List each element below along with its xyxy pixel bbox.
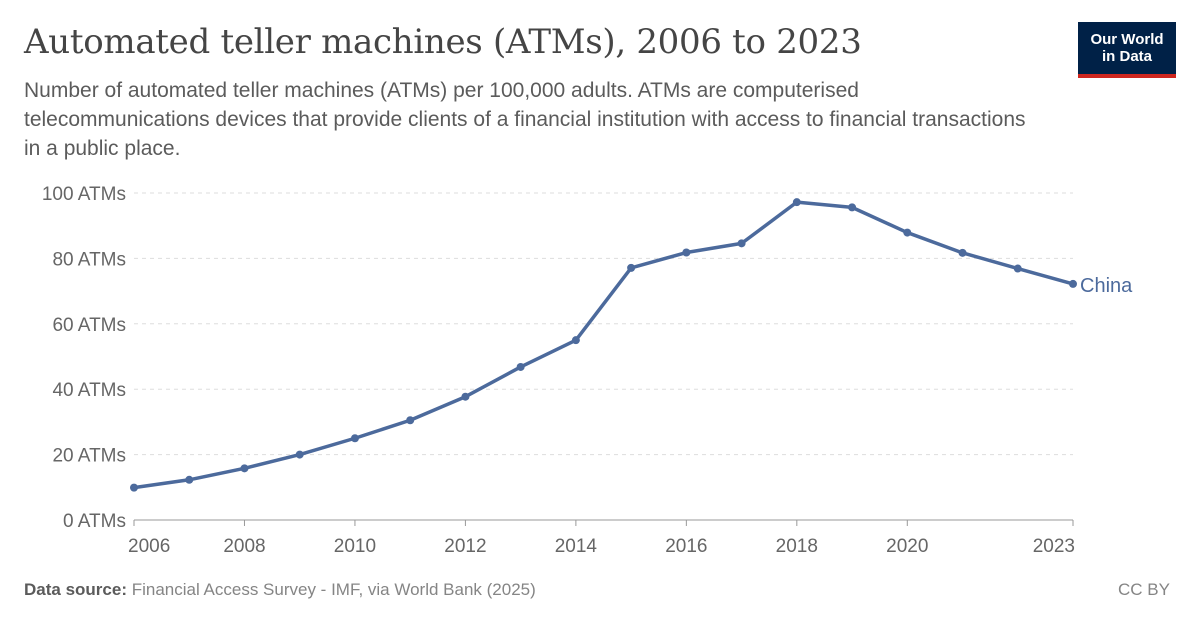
data-point[interactable]	[682, 248, 691, 257]
x-tick-label: 2018	[776, 536, 818, 557]
data-point[interactable]	[461, 392, 470, 401]
grid-lines	[134, 192, 1073, 456]
y-tick-label: 60 ATMs	[52, 315, 126, 336]
y-tick-label: 100 ATMs	[42, 184, 126, 205]
chart-subtitle: Number of automated teller machines (ATM…	[24, 79, 1026, 160]
series-line[interactable]	[132, 200, 1075, 490]
x-tick-label: 2008	[223, 536, 265, 557]
y-tick-label: 40 ATMs	[52, 380, 126, 401]
data-point[interactable]	[350, 434, 359, 443]
x-tick-label: 2012	[444, 536, 486, 557]
x-tick-label: 2020	[886, 536, 928, 557]
data-point[interactable]	[1013, 264, 1022, 273]
x-tick-label: 2016	[665, 536, 707, 557]
y-axis-tick-labels: 0 ATMs 20 ATMs 40 ATMs 60 ATMs 80 ATMs 100 AT…	[42, 184, 126, 532]
x-tick-label: 2006	[128, 536, 170, 557]
data-source: Data source: Financial Access Survey - I…	[24, 580, 536, 600]
data-point[interactable]	[130, 483, 138, 492]
series-label[interactable]: China	[1080, 275, 1133, 297]
license-link[interactable]: CC BY	[1118, 580, 1170, 599]
data-point[interactable]	[185, 475, 194, 484]
data-source-label: Data source:	[24, 580, 127, 599]
data-point[interactable]	[627, 263, 636, 272]
x-tick-label: 2023	[1033, 536, 1075, 557]
data-point[interactable]	[792, 198, 801, 207]
data-point[interactable]	[958, 248, 967, 257]
y-tick-label: 80 ATMs	[52, 249, 126, 270]
x-tick-label: 2010	[334, 536, 376, 557]
data-point[interactable]	[295, 450, 304, 459]
logo-line-2: in Data	[1101, 48, 1152, 65]
x-axis: 2006 2008 2010 2012 2014 2016 2018 2020 2023	[128, 519, 1075, 557]
x-tick-label: 2014	[555, 536, 598, 557]
series-china[interactable]: China	[130, 198, 1133, 492]
data-point[interactable]	[903, 228, 912, 237]
data-point[interactable]	[737, 239, 746, 248]
data-point[interactable]	[571, 336, 580, 345]
data-point[interactable]	[406, 416, 415, 425]
logo-line-1: Our World	[1090, 31, 1164, 48]
y-tick-label: 0 ATMs	[63, 511, 126, 532]
data-point[interactable]	[1069, 279, 1077, 288]
chart-title: Automated teller machines (ATMs), 2006 t…	[24, 22, 862, 62]
data-point[interactable]	[516, 362, 525, 371]
data-source-text[interactable]: Financial Access Survey - IMF, via World…	[131, 580, 536, 599]
y-tick-label: 20 ATMs	[52, 446, 126, 467]
data-point[interactable]	[848, 203, 857, 212]
owid-logo[interactable]: Our World in Data	[1078, 22, 1176, 78]
data-point[interactable]	[240, 464, 249, 473]
